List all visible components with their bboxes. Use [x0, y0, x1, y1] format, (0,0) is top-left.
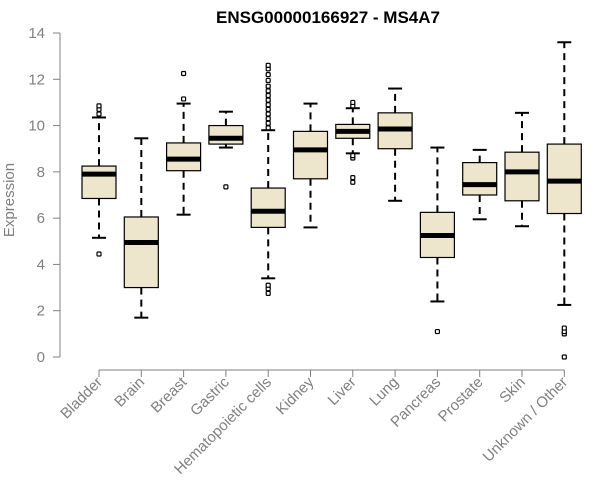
outlier-point: [350, 175, 356, 181]
x-tick-label: Liver: [325, 374, 360, 409]
y-tick-label: 14: [28, 25, 45, 42]
box-hematopoietic-cells: [250, 62, 286, 296]
box-breast: [166, 70, 202, 216]
outlier-point: [350, 179, 356, 185]
outlier-point: [265, 92, 271, 99]
outlier-point: [561, 354, 567, 360]
outlier-point: [265, 282, 271, 288]
outlier-point: [265, 97, 271, 103]
box-bladder: [81, 103, 117, 257]
x-tick-label: Kidney: [273, 373, 318, 418]
outlier-point: [434, 328, 440, 335]
outlier-point: [96, 251, 102, 257]
boxes-group: [81, 41, 582, 360]
chart-title: ENSG00000166927 - MS4A7: [216, 8, 440, 27]
x-tick-label: Brain: [111, 374, 148, 411]
box-gastric: [208, 110, 244, 190]
iqr-box: [81, 165, 117, 200]
outlier-point: [265, 116, 271, 122]
outlier-point: [265, 106, 271, 112]
outlier-point: [350, 99, 356, 106]
y-tick-label: 6: [37, 210, 45, 227]
outlier-point: [96, 111, 102, 117]
x-tick-label: Skin: [496, 374, 529, 407]
iqr-box: [292, 130, 329, 180]
outlier-point: [265, 88, 271, 94]
outlier-point: [265, 125, 271, 131]
box-lung: [377, 87, 413, 202]
outlier-point: [96, 103, 102, 109]
outlier-point: [265, 77, 271, 84]
y-tick-label: 10: [28, 118, 45, 135]
x-tick-label: Bladder: [57, 374, 106, 423]
outlier-point: [265, 72, 271, 78]
iqr-box: [208, 124, 244, 145]
iqr-box: [250, 187, 286, 229]
outlier-point: [265, 290, 271, 296]
box-prostate: [462, 148, 498, 221]
box-pancreas: [419, 146, 455, 335]
iqr-box: [462, 162, 498, 196]
iqr-box: [504, 151, 540, 202]
x-tick-label: Prostate: [435, 374, 487, 426]
outlier-point: [265, 120, 271, 126]
y-tick-label: 0: [37, 349, 45, 366]
outlier-point: [265, 111, 271, 117]
outlier-point: [181, 96, 187, 102]
outlier-point: [265, 83, 271, 89]
y-tick-label: 2: [37, 303, 45, 320]
box-unknown-other: [546, 41, 582, 360]
y-tick-label: 4: [37, 256, 45, 273]
x-tick-label: Breast: [148, 373, 191, 416]
box-kidney: [292, 102, 329, 229]
outlier-point: [265, 102, 271, 108]
x-tick-label: Lung: [366, 374, 402, 410]
outlier-point: [223, 184, 229, 190]
outlier-point: [350, 153, 356, 159]
y-axis-label: Expression: [1, 163, 18, 237]
box-brain: [123, 137, 159, 319]
y-tick-label: 12: [28, 71, 45, 88]
iqr-box: [123, 216, 159, 289]
outlier-point: [561, 325, 567, 331]
box-liver: [335, 99, 371, 185]
y-axis: 0 2 4 6 8 10 12 14: [28, 25, 61, 366]
outlier-point: [181, 70, 187, 77]
outlier-point: [265, 62, 271, 69]
y-tick-label: 8: [37, 164, 45, 181]
box-skin: [504, 111, 540, 228]
